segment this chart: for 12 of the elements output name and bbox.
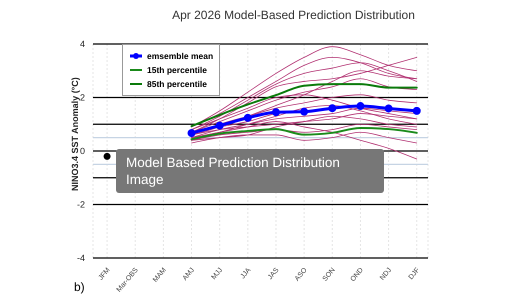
caption-box: Model Based Prediction Distribution Image [116,149,384,193]
legend-label: emsemble mean [147,50,214,63]
y-axis-title: NINO3.4 SST Anomaly (°C) [70,77,80,191]
legend-label: 15th percentile [147,64,207,77]
legend-label: 85th percentile [147,78,207,91]
y-tick-label: 2 [80,92,85,103]
y-tick-label: 0 [80,146,85,156]
y-tick-label: 4 [80,39,85,50]
chart-title: Apr 2026 Model-Based Prediction Distribution [172,8,415,22]
y-tick-label: -4 [76,253,85,264]
y-tick-label: -2 [76,200,85,210]
text: b) [74,280,85,294]
